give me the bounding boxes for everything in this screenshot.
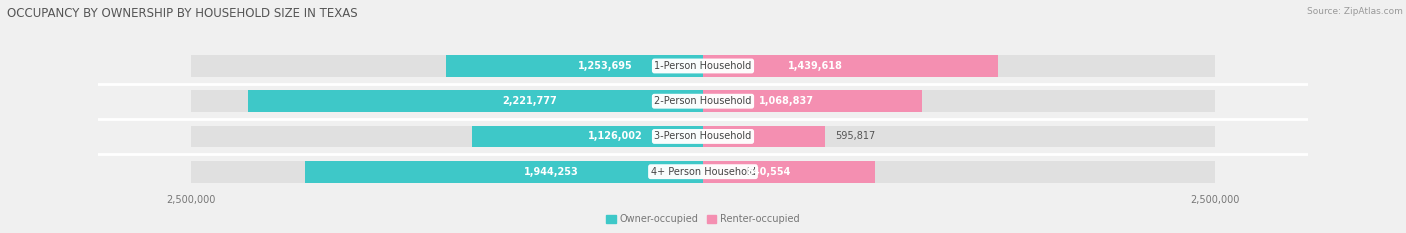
Text: 2,221,777: 2,221,777 (502, 96, 557, 106)
Bar (446, 55, 703, 77)
Text: 2-Person Household: 2-Person Household (654, 96, 752, 106)
Text: 1,068,837: 1,068,837 (759, 96, 814, 106)
Bar (191, 126, 703, 147)
Text: 1,439,618: 1,439,618 (787, 61, 842, 71)
Bar (703, 126, 825, 147)
Bar (305, 161, 703, 183)
Legend: Owner-occupied, Renter-occupied: Owner-occupied, Renter-occupied (602, 210, 804, 228)
Bar (703, 161, 876, 183)
Bar (703, 126, 1215, 147)
Bar (191, 90, 703, 112)
Text: OCCUPANCY BY OWNERSHIP BY HOUSEHOLD SIZE IN TEXAS: OCCUPANCY BY OWNERSHIP BY HOUSEHOLD SIZE… (7, 7, 357, 20)
Text: 4+ Person Household: 4+ Person Household (651, 167, 755, 177)
Text: 1,126,002: 1,126,002 (588, 131, 643, 141)
Bar (191, 161, 703, 183)
Bar (703, 55, 1215, 77)
Text: 1-Person Household: 1-Person Household (654, 61, 752, 71)
Bar (703, 90, 1215, 112)
Text: 3-Person Household: 3-Person Household (654, 131, 752, 141)
Bar (703, 161, 1215, 183)
Text: 1,944,253: 1,944,253 (524, 167, 579, 177)
Bar (703, 90, 922, 112)
Text: 840,554: 840,554 (747, 167, 790, 177)
Bar (703, 55, 998, 77)
Text: 1,253,695: 1,253,695 (578, 61, 633, 71)
Bar (247, 90, 703, 112)
Bar (191, 55, 703, 77)
Bar (472, 126, 703, 147)
Text: Source: ZipAtlas.com: Source: ZipAtlas.com (1308, 7, 1403, 16)
Text: 595,817: 595,817 (835, 131, 876, 141)
